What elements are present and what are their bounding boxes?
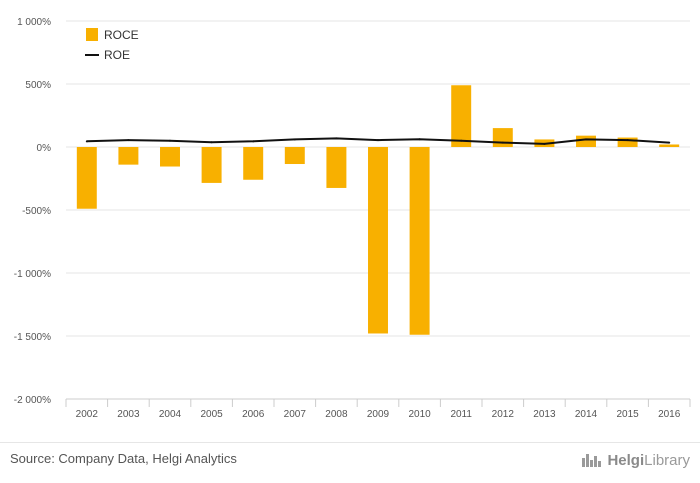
roe-point[interactable] [210, 141, 213, 144]
roce-bar[interactable] [617, 137, 638, 147]
roe-point[interactable] [252, 140, 255, 143]
x-tick-label: 2012 [492, 409, 515, 420]
x-tick-label: 2008 [325, 409, 348, 420]
x-tick-label: 2016 [658, 409, 681, 420]
y-tick-label: -2 000% [14, 395, 51, 406]
y-tick-label: -500% [22, 206, 51, 217]
roe-point[interactable] [85, 140, 88, 143]
roe-point[interactable] [377, 139, 379, 142]
roce-bars [76, 85, 680, 335]
y-tick-label: -1 000% [14, 269, 51, 280]
footer-divider [0, 442, 700, 443]
roe-point[interactable] [127, 139, 130, 142]
legend-label-roe: ROE [104, 48, 130, 62]
roe-point[interactable] [585, 138, 587, 141]
roe-point[interactable] [626, 139, 629, 142]
x-tick-label: 2004 [159, 409, 182, 420]
x-tick-label: 2005 [200, 409, 223, 420]
roe-point[interactable] [668, 141, 671, 144]
roce-bar[interactable] [201, 147, 222, 183]
roe-point[interactable] [501, 141, 504, 144]
legend-swatch-roce [86, 28, 98, 41]
y-tick-label: 1 000% [17, 17, 51, 28]
roce-bar[interactable] [576, 135, 596, 147]
x-tick-label: 2006 [242, 409, 265, 420]
roce-bar[interactable] [76, 147, 97, 209]
roe-point[interactable] [418, 138, 421, 141]
source-note: Source: Company Data, Helgi Analytics [10, 451, 237, 466]
roe-point[interactable] [169, 139, 171, 142]
roe-point[interactable] [335, 137, 338, 140]
roce-bar[interactable] [118, 147, 139, 165]
skyline-logo-icon [581, 452, 603, 468]
y-axis: 1 000% 500% 0% -500% -1 000% -1 500% -2 000% [14, 17, 51, 406]
roce-bar[interactable] [659, 144, 680, 147]
roce-bar[interactable] [409, 147, 430, 335]
roce-bar[interactable] [368, 147, 388, 334]
roe-point[interactable] [460, 139, 463, 142]
roe-line-group [85, 137, 671, 145]
x-tick-label: 2007 [284, 409, 307, 420]
brand-prefix: Helgi [607, 451, 645, 469]
roce-bar[interactable] [492, 128, 513, 147]
x-tick-label: 2015 [616, 409, 639, 420]
roce-bar[interactable] [243, 147, 264, 180]
y-tick-label: 500% [25, 80, 51, 91]
x-tick-label: 2010 [408, 409, 431, 420]
legend: ROCE ROE [85, 28, 139, 62]
roce-bar[interactable] [160, 147, 180, 167]
roe-point[interactable] [293, 138, 296, 141]
brand-suffix: Library [644, 451, 690, 469]
x-tick-label: 2013 [533, 409, 556, 420]
roce-bar[interactable] [284, 147, 305, 165]
roce-bar[interactable] [326, 147, 347, 188]
brand-logo[interactable]: HelgiLibrary [581, 449, 690, 471]
x-tick-label: 2003 [117, 409, 140, 420]
x-tick-label: 2014 [575, 409, 598, 420]
roe-point[interactable] [543, 142, 546, 145]
y-tick-label: 0% [37, 143, 52, 154]
x-tick-label: 2009 [367, 409, 390, 420]
x-tick-label: 2011 [450, 409, 472, 420]
x-axis: 2002 2003 2004 2005 2006 2007 2008 2009 2010 2011… [65, 398, 691, 420]
y-tick-label: -1 500% [14, 332, 51, 343]
x-tick-label: 2002 [76, 409, 99, 420]
roce-bar[interactable] [451, 85, 472, 147]
brand-name: HelgiLibrary [607, 452, 690, 469]
legend-label-roce: ROCE [104, 28, 139, 42]
